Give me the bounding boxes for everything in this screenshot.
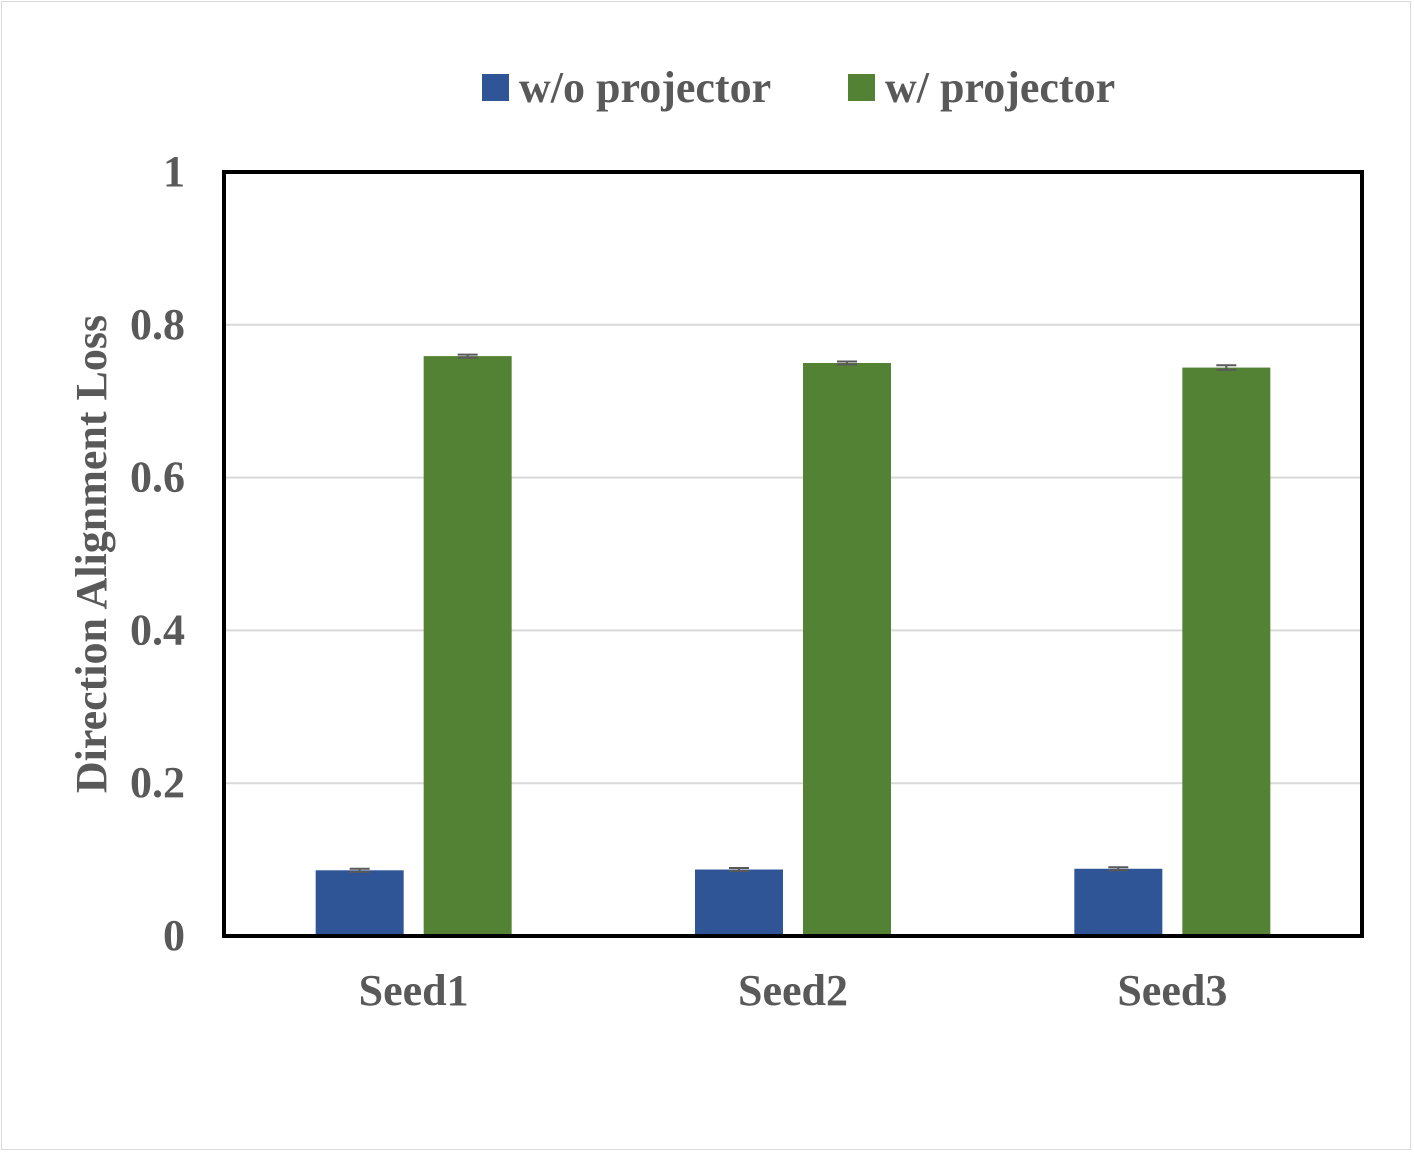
- legend-label: w/ projector: [885, 63, 1115, 112]
- gridlines: [224, 323, 1362, 785]
- y-tick-label: 0.8: [130, 300, 185, 349]
- y-axis-ticks: 0 0.2 0.4 0.6 0.8 1: [130, 147, 185, 960]
- error-bars: [349, 353, 1237, 873]
- bar-w-o-projector-seed2: [695, 869, 783, 936]
- y-tick-label: 0.4: [130, 605, 185, 654]
- x-tick-label: Seed3: [1117, 966, 1227, 1015]
- bars: [315, 356, 1271, 937]
- y-tick-label: 1: [163, 147, 185, 196]
- bar-w-projector-seed1: [423, 356, 512, 936]
- y-tick-label: 0.2: [130, 758, 185, 807]
- x-tick-label: Seed1: [359, 966, 469, 1015]
- legend-swatch: [848, 74, 875, 101]
- bar-w-o-projector-seed1: [315, 870, 404, 936]
- x-axis-ticks: Seed1 Seed2 Seed3: [359, 966, 1228, 1015]
- bar-w-projector-seed2: [803, 363, 891, 936]
- legend: w/o projector w/ projector: [482, 63, 1115, 112]
- y-axis-label: Direction Alignment Loss: [67, 315, 116, 793]
- y-tick-label: 0: [163, 911, 185, 960]
- bar-w-o-projector-seed3: [1074, 868, 1163, 936]
- legend-label: w/o projector: [519, 63, 771, 112]
- bar-w-projector-seed3: [1182, 367, 1271, 937]
- plot-area-border: [222, 170, 1364, 938]
- x-tick-label: Seed2: [738, 966, 848, 1015]
- legend-swatch: [482, 74, 509, 101]
- y-tick-label: 0.6: [130, 453, 185, 502]
